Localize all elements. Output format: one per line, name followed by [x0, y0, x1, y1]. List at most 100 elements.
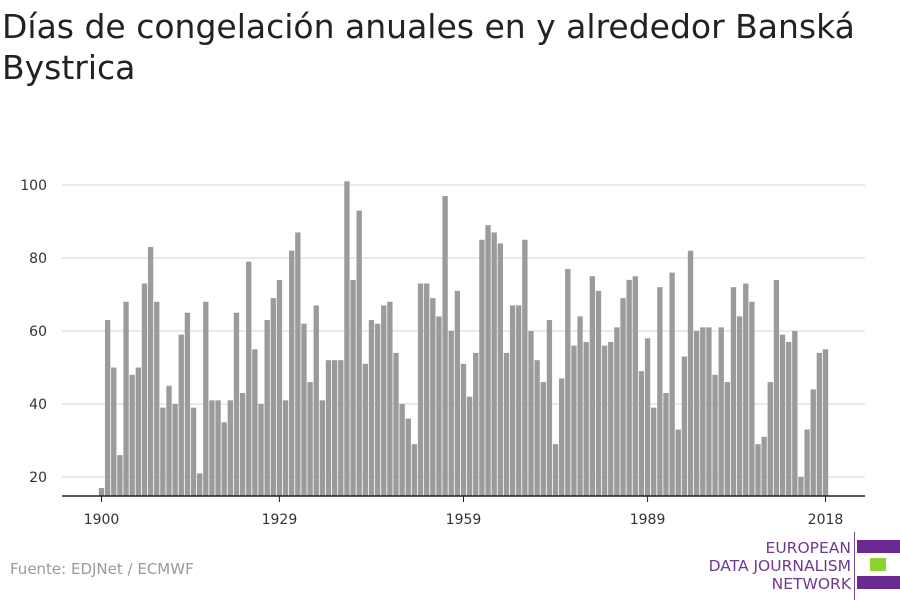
bar-2004 [736, 316, 743, 496]
bar-1987 [632, 276, 638, 496]
bar-1970 [528, 331, 534, 496]
bar-1932 [295, 232, 301, 496]
bar-2013 [792, 331, 798, 496]
bar-1969 [522, 239, 528, 496]
bar-1974 [552, 444, 559, 496]
bar-1928 [270, 298, 276, 496]
bar-1911 [166, 385, 172, 496]
logo-separator [854, 532, 855, 600]
bar-1967 [509, 305, 516, 496]
logo-bar-purple-bottom [857, 576, 900, 589]
bar-2018 [822, 349, 829, 496]
bar-2003 [730, 287, 737, 496]
bar-1915 [190, 407, 197, 496]
x-tick-label-1900: 1900 [84, 512, 120, 528]
logo-bar-green [870, 558, 886, 571]
bar-1958 [454, 290, 461, 496]
bar-2005 [743, 283, 749, 496]
bar-1977 [571, 345, 577, 496]
bar-2009 [767, 382, 773, 496]
bar-2016 [810, 389, 816, 496]
bar-1940 [344, 181, 350, 496]
bar-1942 [356, 210, 362, 497]
y-tick-label-100: 100 [20, 178, 47, 194]
bar-1963 [485, 225, 491, 496]
bar-1994 [675, 429, 681, 496]
bar-1981 [595, 290, 602, 496]
logo-line-2: DATA JOURNALISM [708, 557, 851, 575]
bar-2001 [718, 327, 724, 496]
bar-1913 [178, 334, 184, 496]
bar-1952 [417, 283, 424, 496]
x-tick-label-2018: 2018 [808, 512, 844, 528]
bar-1919 [215, 400, 221, 496]
bar-1921 [227, 400, 234, 496]
bar-1975 [559, 378, 565, 496]
bar-1909 [154, 301, 160, 496]
bar-2014 [798, 477, 804, 496]
bar-2012 [786, 341, 792, 496]
bar-1938 [331, 360, 338, 496]
bar-1986 [626, 279, 632, 496]
bar-1901 [104, 320, 111, 496]
bar-1925 [252, 349, 258, 496]
bar-2011 [779, 334, 786, 496]
bar-1989 [644, 338, 651, 496]
bar-1995 [681, 356, 688, 496]
bar-1907 [141, 283, 148, 496]
bar-1914 [184, 312, 191, 496]
bar-1957 [448, 331, 454, 496]
bar-1962 [479, 239, 485, 496]
bar-1982 [601, 345, 608, 496]
bar-1948 [393, 352, 399, 496]
bar-1991 [657, 287, 663, 496]
bar-1902 [111, 367, 117, 496]
x-tick-label-1959: 1959 [446, 512, 482, 528]
bar-1960 [466, 396, 473, 496]
bar-1910 [160, 407, 166, 496]
bar-1990 [651, 407, 657, 496]
bar-1964 [491, 232, 497, 496]
bar-1992 [663, 393, 669, 496]
bar-1954 [430, 298, 436, 496]
bar-1979 [583, 341, 589, 496]
x-axis-ticks: 1900 1929 1959 1989 2018 [84, 496, 844, 528]
bar-1943 [362, 363, 368, 496]
bar-1998 [700, 327, 706, 496]
bar-2010 [773, 279, 780, 496]
bar-1937 [325, 360, 332, 496]
y-tick-label-80: 80 [29, 251, 47, 267]
bar-1947 [387, 301, 393, 496]
bar-1953 [424, 283, 430, 496]
bar-1984 [614, 327, 620, 496]
edjnet-logo: EUROPEAN DATA JOURNALISM NETWORK [700, 532, 900, 600]
bar-1971 [534, 360, 540, 496]
bar-1951 [411, 444, 418, 496]
bar-2017 [816, 352, 823, 496]
bar-1933 [301, 323, 307, 496]
chart-title: Días de congelación anuales en y alreded… [2, 7, 855, 87]
bar-1959 [460, 363, 467, 496]
bar-1988 [638, 371, 645, 496]
bar-1934 [307, 382, 313, 496]
logo-line-1: EUROPEAN [765, 539, 851, 557]
bar-2015 [804, 429, 810, 496]
bar-1903 [117, 455, 123, 496]
bar-1905 [129, 374, 135, 496]
bar-1900 [98, 487, 105, 496]
bar-1918 [209, 400, 215, 496]
bar-2000 [712, 374, 718, 496]
bar-1935 [313, 305, 319, 496]
bar-1922 [233, 312, 240, 496]
bars [98, 181, 829, 497]
bar-2006 [749, 301, 755, 496]
bar-1955 [436, 316, 442, 496]
bar-1983 [608, 341, 614, 496]
bar-1917 [203, 301, 209, 496]
bar-2007 [755, 444, 761, 496]
y-tick-label-20: 20 [29, 470, 47, 486]
bar-1978 [577, 316, 583, 496]
bar-1924 [246, 261, 252, 496]
bar-1926 [258, 404, 264, 496]
